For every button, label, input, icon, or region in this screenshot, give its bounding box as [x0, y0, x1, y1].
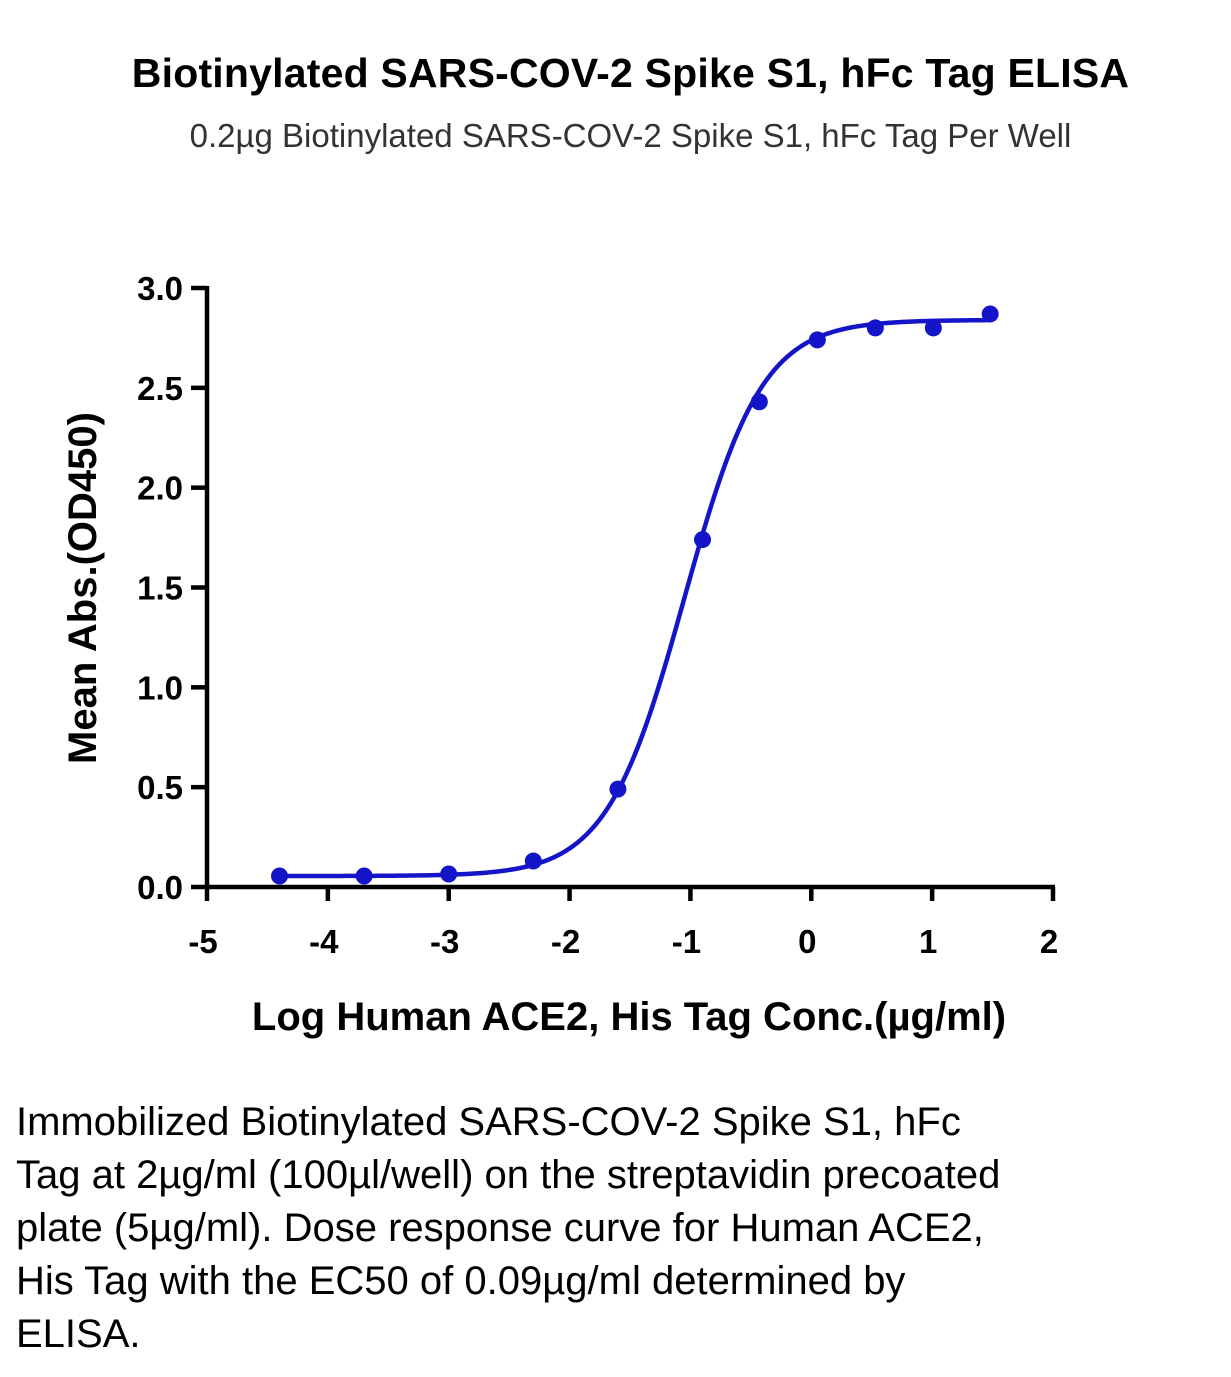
x-tick-label: 1: [919, 923, 937, 960]
data-points: [271, 305, 999, 885]
x-axis-label: Log Human ACE2, His Tag Conc.(µg/ml): [252, 995, 1006, 1039]
data-point: [440, 865, 458, 883]
x-tick-label: -2: [551, 923, 580, 960]
x-tick-label: -3: [430, 923, 459, 960]
y-tick-label: 2.5: [137, 370, 183, 407]
data-point: [924, 319, 942, 337]
dose-response-chart: -5 -4 -3 -2 -1 0 1 2 0.0 0.5 1.0 1.5 2.0 2.5 3.0 Log H…: [61, 270, 1058, 1039]
y-tick-label: 1.0: [137, 669, 183, 706]
data-point: [981, 305, 999, 323]
x-tick-label: -1: [672, 923, 701, 960]
fit-curve: [279, 317, 991, 879]
data-point: [694, 531, 712, 549]
axes: [204, 286, 1055, 890]
y-axis-label: Mean Abs.(OD450): [61, 412, 105, 764]
x-tick-label: 2: [1040, 923, 1058, 960]
y-tick-label: 3.0: [137, 270, 183, 307]
data-point: [750, 393, 768, 411]
data-point: [271, 867, 289, 885]
chart-subtitle: 0.2µg Biotinylated SARS-COV-2 Spike S1, …: [189, 117, 1072, 154]
fit-curve-group: [279, 317, 991, 879]
x-tick-label: -5: [188, 923, 217, 960]
figure-caption: Immobilized Biotinylated SARS-COV-2 Spik…: [16, 1100, 1001, 1356]
x-tick-label: -4: [309, 923, 339, 960]
data-point: [808, 331, 826, 349]
x-tick-label: 0: [798, 923, 816, 960]
y-tick-label: 0.5: [137, 769, 183, 806]
data-point: [609, 780, 627, 798]
y-tick-label: 0.0: [137, 869, 183, 906]
axis-ticks: -5 -4 -3 -2 -1 0 1 2 0.0 0.5 1.0 1.5 2.0 2.5 3.0: [137, 270, 1058, 960]
y-tick-label: 2.0: [137, 470, 183, 507]
data-point: [355, 867, 373, 885]
y-tick-label: 1.5: [137, 570, 183, 607]
data-point: [524, 852, 542, 870]
data-point: [866, 319, 884, 337]
chart-title: Biotinylated SARS-COV-2 Spike S1, hFc Ta…: [131, 50, 1130, 96]
